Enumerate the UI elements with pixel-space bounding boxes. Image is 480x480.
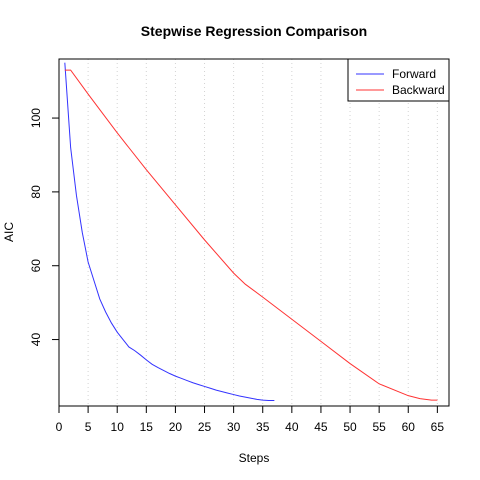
legend: Forward Backward <box>347 58 450 102</box>
x-tick-label: 60 <box>402 420 416 434</box>
x-tick-label: 35 <box>256 420 270 434</box>
y-axis-label: AIC <box>2 222 16 242</box>
series-layer <box>64 62 438 401</box>
x-axis-label: Steps <box>239 451 270 465</box>
y-axis: 40 60 80 100 <box>29 108 59 347</box>
x-tick-label: 45 <box>314 420 328 434</box>
series-line-forward <box>64 62 275 401</box>
y-tick-label: 100 <box>29 108 43 128</box>
y-tick-label: 60 <box>29 259 43 273</box>
y-tick-label: 80 <box>29 185 43 199</box>
x-axis: 0 5 10 15 20 25 30 35 40 45 50 55 60 65 <box>56 406 445 434</box>
x-tick-label: 5 <box>85 420 92 434</box>
x-tick-label: 20 <box>169 420 183 434</box>
grid <box>58 59 438 406</box>
legend-label-forward: Forward <box>392 67 436 81</box>
x-tick-label: 55 <box>372 420 386 434</box>
x-tick-label: 50 <box>343 420 357 434</box>
x-tick-label: 10 <box>111 420 125 434</box>
plot-frame <box>58 58 450 407</box>
legend-label-backward: Backward <box>392 83 445 97</box>
y-tick-label: 40 <box>29 333 43 347</box>
x-tick-label: 65 <box>431 420 445 434</box>
chart-title: Stepwise Regression Comparison <box>141 23 367 39</box>
series-line-backward <box>64 69 438 401</box>
x-tick-label: 40 <box>285 420 299 434</box>
x-tick-label: 30 <box>227 420 241 434</box>
x-tick-label: 25 <box>198 420 212 434</box>
x-tick-label: 15 <box>140 420 154 434</box>
x-tick-label: 0 <box>56 420 63 434</box>
legend-box <box>347 58 450 102</box>
